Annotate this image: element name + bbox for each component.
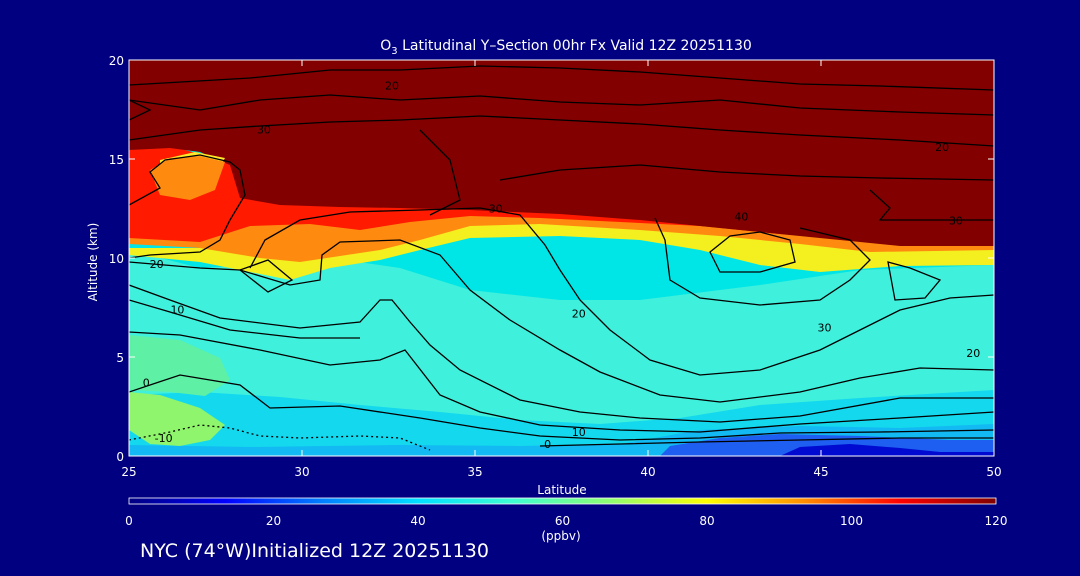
colorbar	[128, 497, 997, 505]
x-tick-label: 40	[640, 465, 655, 479]
contour-label: 20	[385, 80, 399, 93]
contour-line-low-a	[129, 331, 994, 433]
contour-line-20-mid	[129, 239, 994, 403]
contour-label: 30	[489, 203, 503, 216]
x-tick-label: 30	[294, 465, 309, 479]
y-axis-label: Altitude (km)	[86, 223, 100, 302]
colorbar-tick-label: 40	[410, 514, 425, 528]
y-tick-label: 20	[109, 54, 124, 68]
colorbar-tick-label: 80	[699, 514, 714, 528]
contour-lines	[129, 65, 994, 451]
y-tick-label: 10	[109, 252, 124, 266]
colorbar-ticks: 0 20 40 60 80 100 120	[125, 514, 1007, 528]
contour-label: 10	[170, 303, 184, 316]
contour-label: 30	[257, 123, 271, 136]
colorbar-tick-label: 0	[125, 514, 133, 528]
y-axis-ticks: 0 5 10 15 20	[109, 54, 994, 464]
contour-label: -10	[155, 432, 173, 445]
x-axis-label: Latitude	[537, 483, 586, 497]
band-red	[129, 146, 994, 242]
band-maroon	[129, 60, 994, 246]
contour-label: 40	[734, 210, 748, 223]
contour-line-loop-b	[238, 259, 294, 293]
colorbar-tick-label: 60	[555, 514, 570, 528]
contour-line-loop-a	[419, 129, 461, 216]
contour-line-upper-b	[129, 99, 152, 121]
contour-label: 0	[544, 438, 551, 451]
contour-label: 0	[143, 377, 150, 390]
footer-initialized-text: NYC (74°W)Initialized 12Z 20251130	[140, 540, 489, 562]
contour-line-10-mid	[129, 284, 994, 423]
band-orange-patch	[150, 156, 225, 200]
contour-label: 30	[817, 321, 831, 334]
contour-line-low-b	[539, 437, 994, 447]
contour-line-25-40	[129, 154, 246, 259]
y-tick-label: 0	[116, 450, 124, 464]
contour-label: 20	[150, 258, 164, 271]
contour-line-mid-b	[869, 189, 994, 221]
band-yellow-tongue	[129, 212, 994, 280]
x-tick-label: 50	[986, 465, 1001, 479]
contour-label: 20	[966, 347, 980, 360]
x-tick-label: 25	[121, 465, 136, 479]
contour-line-neg10	[129, 424, 431, 451]
plot-area	[129, 60, 994, 456]
y-tick-label: 15	[109, 153, 124, 167]
contour-label: 20	[572, 307, 586, 320]
contour-line-30-band	[249, 207, 994, 376]
contour-line-40-loop	[654, 217, 871, 306]
band-dark-blue	[780, 444, 994, 456]
colorbar-tick-label: 20	[266, 514, 281, 528]
band-green	[129, 392, 225, 446]
x-tick-label: 35	[467, 465, 482, 479]
y-tick-label: 5	[116, 351, 124, 365]
contour-label: 20	[935, 141, 949, 154]
contour-line-0	[129, 374, 994, 441]
colorbar-tick-label: 120	[985, 514, 1008, 528]
contour-line-upper-a	[129, 94, 994, 116]
colorbar-units: (ppbv)	[541, 529, 580, 543]
contour-labels: 20 30 20 30 40 30 20 10 20 30 20 0 10 0 -10	[143, 80, 980, 451]
contour-line-40-inner	[709, 231, 796, 273]
band-light-green	[129, 335, 230, 396]
contour-line-loop-c	[887, 261, 942, 301]
contour-line-20-upper	[129, 65, 994, 91]
contour-line-mid-c	[129, 299, 360, 339]
contour-label: 30	[949, 214, 963, 227]
contour-line-30-upper	[129, 115, 994, 147]
x-axis-ticks: 25 30 35 40 45 50	[121, 60, 1002, 479]
contour-label: 10	[572, 426, 586, 439]
chart-title: O3 Latitudinal Y–Section 00hr Fx Valid 1…	[380, 38, 752, 57]
x-tick-label: 45	[813, 465, 828, 479]
contour-line-mid-a	[499, 164, 994, 181]
colorbar-tick-label: 100	[840, 514, 863, 528]
